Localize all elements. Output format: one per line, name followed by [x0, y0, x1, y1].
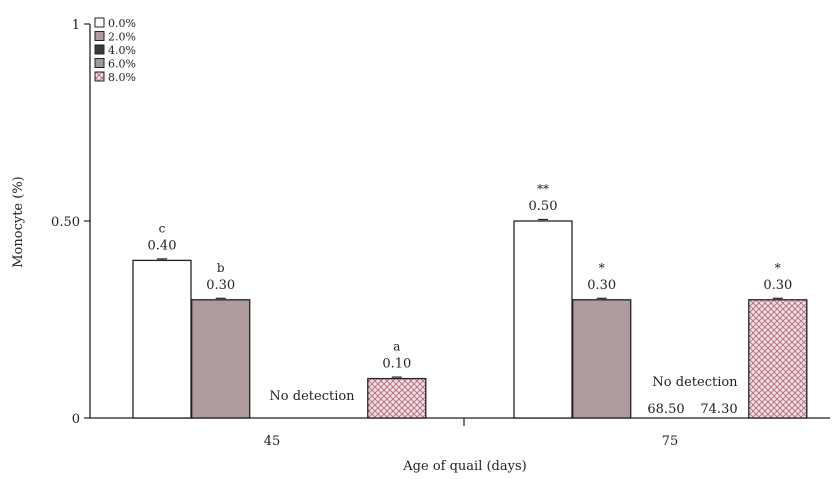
annotation-value-74-30: 74.30 [700, 402, 737, 417]
legend-swatch-00pct [94, 17, 105, 28]
x-axis-title: Age of quail (days) [402, 459, 526, 474]
significance-label-00pct-75: ** [537, 182, 549, 196]
significance-label-80pct-45: a [393, 340, 400, 354]
annotation-value-68-50: 68.50 [647, 402, 684, 417]
legend-swatch-60pct [94, 58, 105, 68]
annotation-no-detection-45: No detection [269, 389, 355, 404]
annotation-no-detection-75: No detection [652, 375, 738, 390]
bar-00pct-45 [132, 259, 192, 419]
legend-label-80pct: 8.0% [108, 71, 136, 84]
bar-20pct-75 [572, 299, 632, 419]
bar-80pct-45 [367, 377, 427, 419]
significance-label-00pct-45: c [159, 221, 166, 235]
value-label-00pct-45: 0.40 [148, 238, 177, 253]
significance-label-20pct-75: * [599, 261, 605, 275]
legend-label-00pct: 0.0% [108, 17, 136, 30]
bar-20pct-45 [191, 299, 251, 419]
y-tick-label-2: 1 [72, 18, 80, 33]
legend-label-60pct: 6.0% [108, 58, 136, 71]
significance-label-80pct-75: * [775, 261, 781, 275]
y-axis-ticks: 0 0.50 1 [51, 18, 90, 427]
value-label-80pct-45: 0.10 [382, 357, 411, 372]
bar-00pct-75 [513, 220, 573, 419]
legend-label-20pct: 2.0% [108, 31, 136, 44]
legend-swatch-20pct [94, 31, 105, 41]
value-label-20pct-45: 0.30 [206, 278, 235, 293]
y-axis-title: Monocyte (%) [11, 176, 26, 268]
significance-label-20pct-45: b [217, 261, 225, 275]
value-label-20pct-75: 0.30 [587, 278, 616, 293]
legend: 0.0%2.0%4.0%6.0%8.0% [94, 17, 136, 84]
y-tick-label-1: 0.50 [51, 215, 80, 230]
legend-swatch-40pct [94, 44, 105, 55]
x-tick-label-45: 45 [264, 434, 281, 449]
x-tick-label-75: 75 [662, 434, 679, 449]
bar-80pct-75 [748, 299, 808, 419]
y-tick-label-0: 0 [72, 412, 80, 427]
bars-group: 0.40 c 0.50 ** 0.30 b 0.30 * 0.10 a 0.30 * [132, 182, 808, 419]
value-label-80pct-75: 0.30 [763, 278, 792, 293]
legend-swatch-80pct [94, 71, 105, 82]
legend-label-40pct: 4.0% [108, 44, 136, 57]
value-label-00pct-75: 0.50 [529, 199, 558, 214]
